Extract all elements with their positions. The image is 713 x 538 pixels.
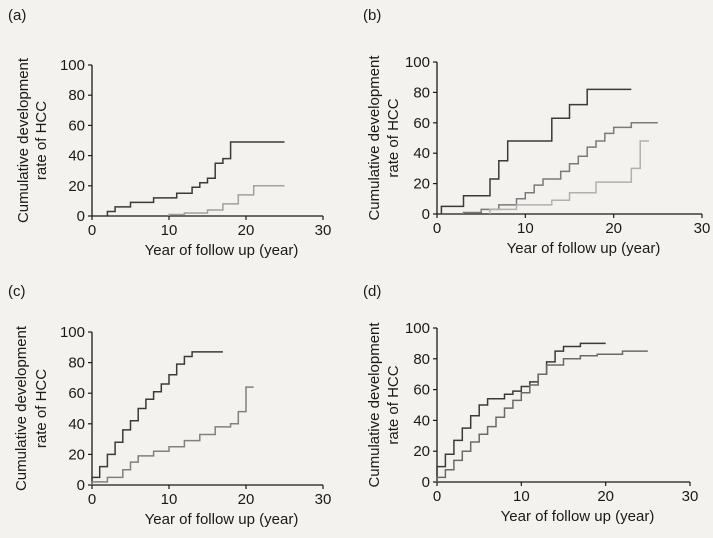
y-tick-label: 20 — [68, 446, 85, 463]
x-tick-label: 0 — [88, 491, 96, 508]
x-axis-title: Year of follow up (year) — [501, 508, 655, 525]
x-tick-label: 30 — [315, 491, 332, 508]
panel-label: (b) — [363, 7, 381, 24]
y-axis-title: rate of HCC — [385, 98, 402, 177]
y-tick-label: 0 — [77, 477, 85, 494]
y-axis-title: rate of HCC — [33, 369, 50, 448]
chart-panel-a: (a) Cumulative development rate of HCC 0 20 4… — [8, 7, 331, 259]
panel-label: (d) — [363, 283, 381, 300]
x-tick-label: 20 — [605, 220, 622, 237]
x-tick-label: 10 — [161, 222, 178, 239]
y-tick-label: 0 — [422, 474, 430, 491]
x-tick-label: 10 — [161, 491, 178, 508]
y-tick-label: 80 — [413, 84, 430, 101]
y-tick-label: 100 — [60, 324, 85, 341]
series-line-1 — [91, 351, 223, 485]
x-axis-title: Year of follow up (year) — [145, 242, 299, 259]
panel-label: (a) — [8, 7, 26, 24]
y-tick-label: 80 — [68, 87, 85, 104]
y-tick-label: 20 — [413, 443, 430, 460]
chart-panel-d: (d) Cumulative development rate of HCC 0 20 4… — [363, 283, 698, 525]
panel-label: (c) — [8, 283, 26, 300]
chart-panel-c: (c) Cumulative development rate of HCC 0 20 4… — [8, 283, 331, 528]
y-tick-label: 100 — [405, 320, 430, 337]
series-line-1 — [440, 88, 632, 214]
x-axis-title: Year of follow up (year) — [145, 511, 299, 528]
y-axis-title: Cumulative development — [366, 55, 383, 221]
y-tick-label: 0 — [422, 206, 430, 223]
x-tick-label: 0 — [433, 488, 441, 505]
x-tick-label: 10 — [513, 488, 530, 505]
y-tick-label: 20 — [68, 178, 85, 195]
y-tick-label: 80 — [68, 355, 85, 372]
y-tick-label: 20 — [413, 176, 430, 193]
series-line-2 — [462, 122, 658, 214]
y-tick-label: 40 — [68, 148, 85, 165]
x-axis-title: Year of follow up (year) — [507, 240, 661, 257]
y-tick-label: 40 — [68, 416, 85, 433]
x-tick-label: 30 — [682, 488, 699, 505]
y-axis-title: Cumulative development — [15, 57, 32, 223]
chart-panel-b: (b) Cumulative development rate of HCC 0 20 4… — [363, 7, 710, 257]
y-tick-label: 80 — [413, 351, 430, 368]
y-axis-title: rate of HCC — [385, 365, 402, 444]
x-tick-label: 30 — [315, 222, 332, 239]
y-tick-label: 60 — [413, 382, 430, 399]
x-tick-label: 20 — [238, 491, 255, 508]
x-tick-label: 0 — [88, 222, 96, 239]
series-line-1 — [436, 342, 606, 482]
y-tick-label: 60 — [413, 115, 430, 132]
y-tick-label: 0 — [77, 208, 85, 225]
x-tick-label: 20 — [238, 222, 255, 239]
x-tick-label: 0 — [433, 220, 441, 237]
x-tick-label: 10 — [517, 220, 534, 237]
y-tick-label: 40 — [413, 145, 430, 162]
x-tick-label: 30 — [694, 220, 711, 237]
y-tick-label: 40 — [413, 412, 430, 429]
y-tick-label: 60 — [68, 117, 85, 134]
series-line-3 — [489, 140, 649, 214]
series-line-2 — [168, 185, 285, 216]
y-axis-title: rate of HCC — [33, 101, 50, 180]
y-axis-title: Cumulative development — [13, 325, 30, 491]
y-axis-title: Cumulative development — [366, 322, 383, 488]
y-tick-label: 100 — [405, 54, 430, 71]
y-tick-label: 60 — [68, 385, 85, 402]
series-line-2 — [91, 386, 254, 485]
x-tick-label: 20 — [597, 488, 614, 505]
y-tick-label: 100 — [60, 57, 85, 74]
series-line-2 — [436, 350, 648, 482]
series-line-1 — [106, 141, 285, 216]
